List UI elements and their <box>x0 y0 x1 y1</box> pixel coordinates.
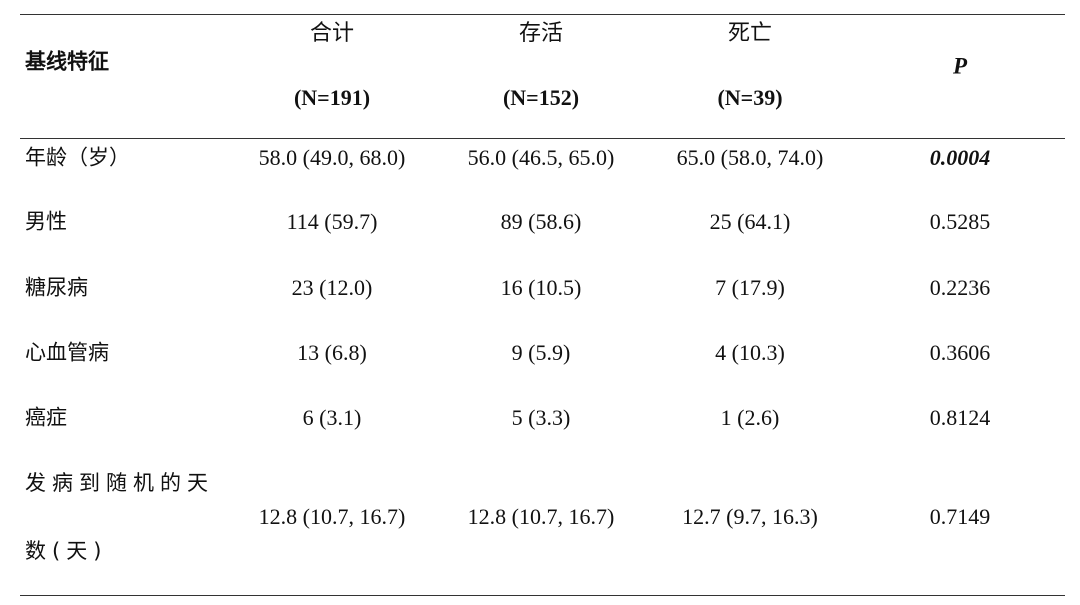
header-column-n: (N=39) <box>717 85 783 110</box>
header-label: 基线特征 <box>25 49 109 74</box>
table-cell: 12.8 (10.7, 16.7) <box>467 504 615 529</box>
table-cell: 16 (10.5) <box>500 275 582 300</box>
table-cell: 114 (59.7) <box>286 209 378 234</box>
row-label: 糖尿病 <box>25 275 88 300</box>
header-p: P <box>952 53 968 79</box>
table-cell: 5 (3.3) <box>511 405 571 430</box>
table-cell: 4 (10.3) <box>715 340 785 365</box>
table-cell: 6 (3.1) <box>302 405 362 430</box>
table-cell: 12.8 (10.7, 16.7) <box>258 504 406 529</box>
p-value: 0.8124 <box>929 405 991 430</box>
table-cell: 23 (12.0) <box>291 275 373 300</box>
bottom-rule <box>20 595 1065 596</box>
p-value: 0.5285 <box>929 209 991 234</box>
table-cell: 56.0 (46.5, 65.0) <box>467 145 615 170</box>
row-label: 癌症 <box>25 405 67 430</box>
table-cell: 25 (64.1) <box>709 209 791 234</box>
table-cell: 13 (6.8) <box>297 340 367 365</box>
table-cell: 7 (17.9) <box>715 275 785 300</box>
p-value: 0.3606 <box>929 340 991 365</box>
top-rule <box>20 14 1065 15</box>
table-cell: 12.7 (9.7, 16.3) <box>682 504 818 529</box>
header-column-name: 存活 <box>518 20 564 45</box>
row-label: 年龄（岁） <box>25 145 130 170</box>
row-label: 发病到随机的天数(天) <box>25 471 214 563</box>
table-cell: 89 (58.6) <box>500 209 582 234</box>
table-cell: 65.0 (58.0, 74.0) <box>676 145 824 170</box>
table-cell: 9 (5.9) <box>511 340 571 365</box>
p-value: 0.0004 <box>929 145 991 170</box>
header-rule <box>20 138 1065 139</box>
header-column-name: 死亡 <box>727 20 773 45</box>
p-value: 0.2236 <box>929 275 991 300</box>
table-cell: 1 (2.6) <box>720 405 780 430</box>
row-label: 男性 <box>25 209 67 234</box>
table-cell: 58.0 (49.0, 68.0) <box>258 145 406 170</box>
header-column-name: 合计 <box>309 20 355 45</box>
header-column-n: (N=152) <box>502 85 580 110</box>
row-label: 心血管病 <box>25 340 109 365</box>
p-value: 0.7149 <box>929 504 991 529</box>
header-column-n: (N=191) <box>293 85 371 110</box>
